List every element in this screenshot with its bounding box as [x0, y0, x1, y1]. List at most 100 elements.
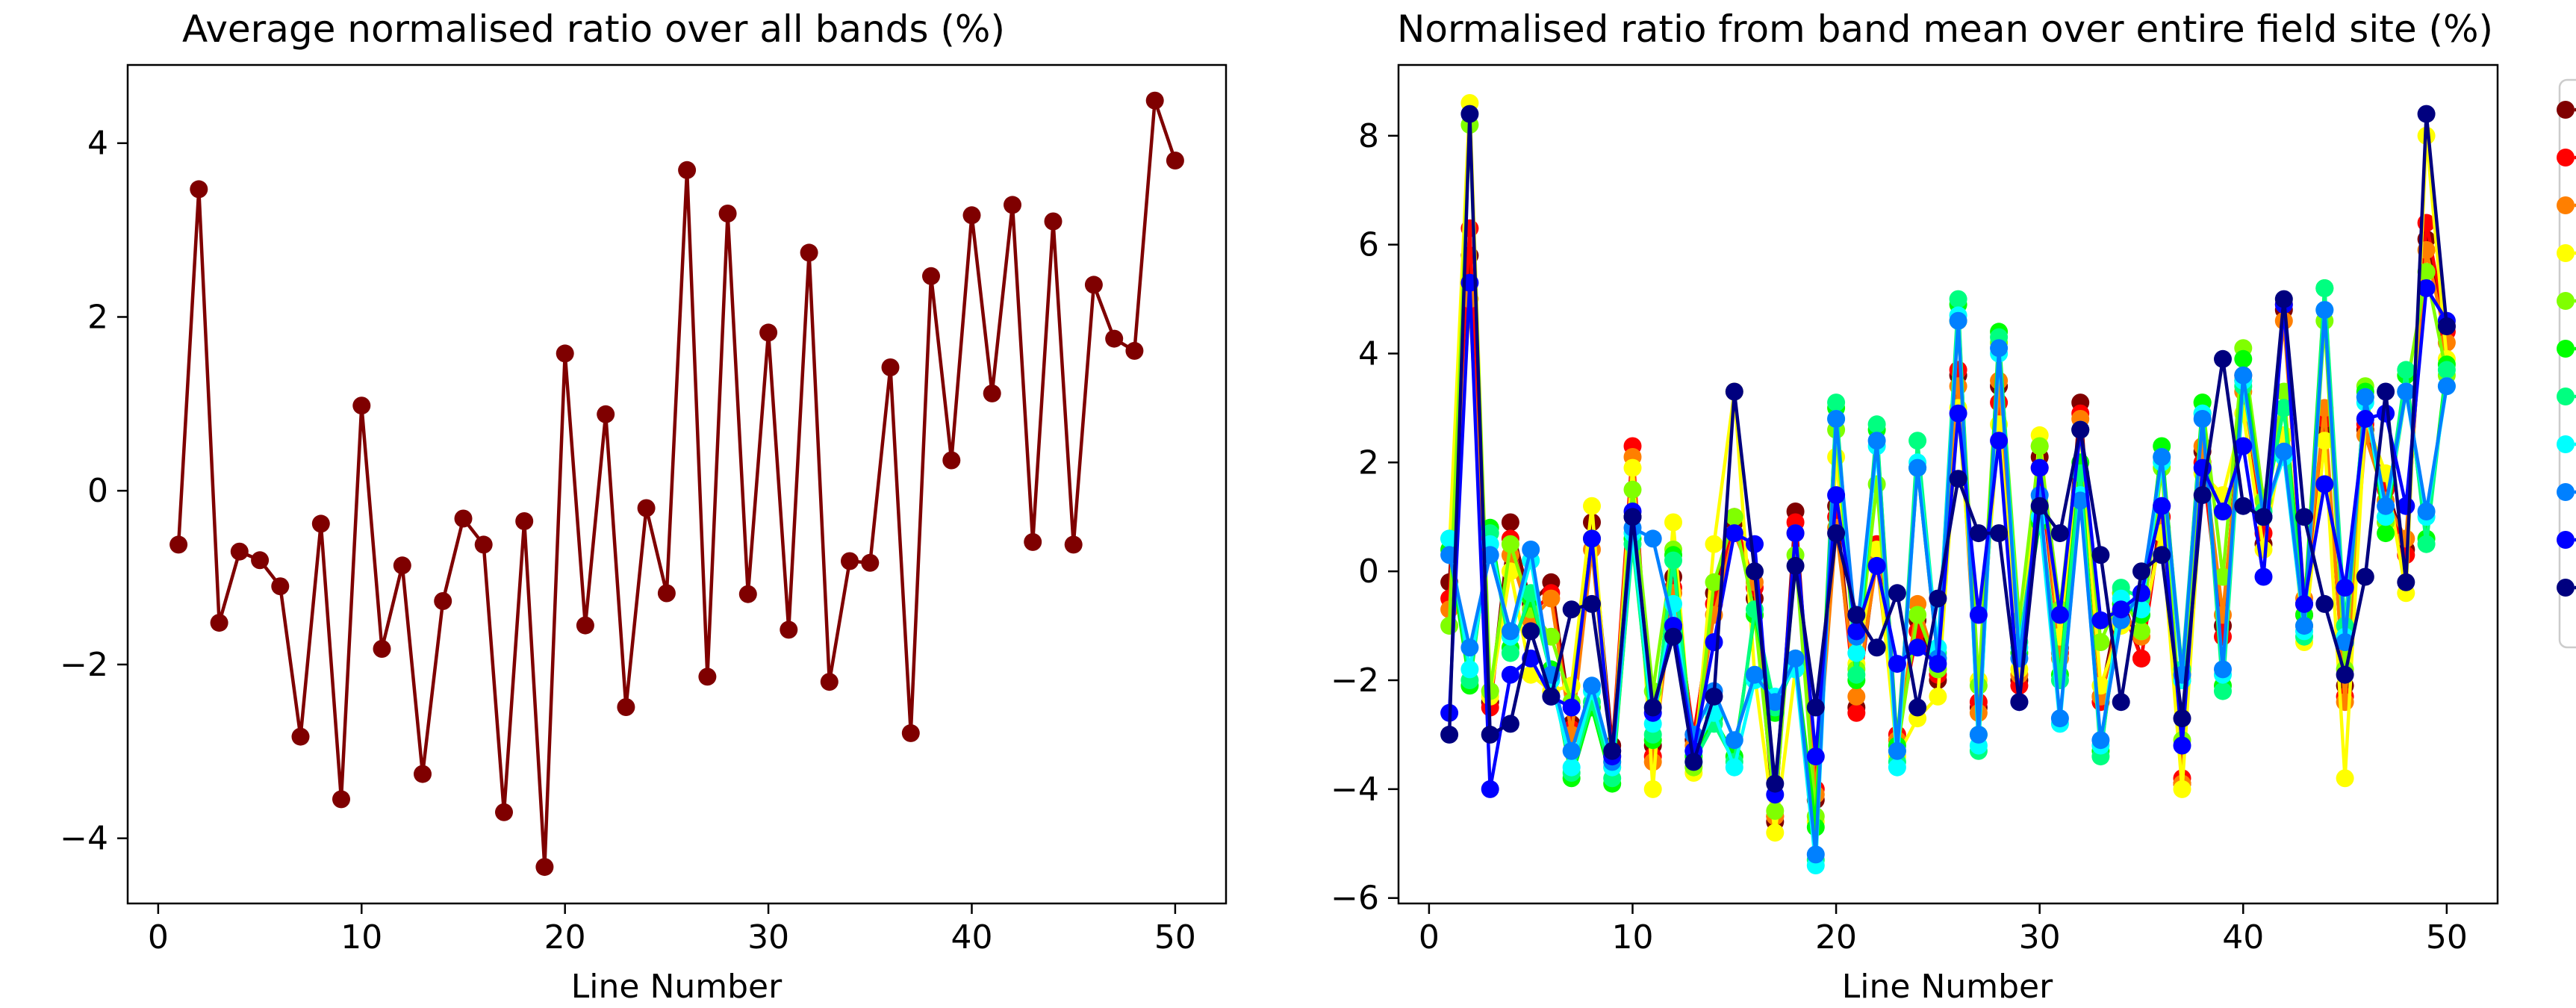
right-data-point	[1705, 633, 1723, 651]
right-data-point	[2315, 432, 2334, 450]
left-data-point	[678, 161, 697, 179]
legend-handle-marker	[2557, 292, 2575, 310]
right-data-point	[2193, 410, 2212, 428]
left-series-1	[169, 91, 1184, 877]
left-x-axis-label: Line Number	[571, 968, 783, 1006]
right-data-point	[1908, 432, 1927, 450]
right-data-point	[1460, 638, 1479, 657]
right-y-tick-label: 6	[1358, 226, 1379, 264]
left-y-tick-label: −2	[60, 646, 108, 684]
right-data-point	[1806, 845, 1825, 864]
left-data-point	[983, 384, 1001, 402]
right-data-point	[2091, 546, 2110, 564]
left-plot-area	[169, 91, 1184, 877]
right-data-point	[2071, 491, 2090, 510]
right-data-point	[1969, 524, 1988, 543]
right-data-point	[1664, 627, 1682, 646]
right-data-point	[2417, 263, 2436, 281]
right-data-point	[2437, 317, 2456, 335]
right-data-point	[1888, 741, 1906, 760]
right-data-point	[1766, 774, 1785, 793]
right-plot-area	[1440, 94, 2456, 874]
legend-handle-marker	[2557, 101, 2575, 119]
right-data-point	[1583, 676, 1601, 695]
left-data-point	[942, 451, 961, 470]
right-data-point	[2315, 475, 2334, 494]
right-data-point	[2254, 567, 2273, 586]
right-data-point	[1501, 644, 1519, 662]
right-data-point	[1562, 741, 1581, 760]
right-data-point	[2295, 594, 2313, 613]
right-data-point	[2336, 579, 2354, 597]
right-data-point	[1949, 290, 1967, 308]
right-data-point	[1806, 747, 1825, 766]
right-data-point	[2274, 290, 2293, 308]
right-data-point	[1847, 665, 1866, 684]
right-data-point	[2173, 780, 2191, 798]
right-data-point	[1766, 824, 1785, 842]
left-data-point	[841, 552, 859, 570]
right-data-point	[1684, 753, 1703, 771]
right-data-point	[1929, 655, 1947, 673]
left-x-tick-label: 30	[747, 918, 789, 956]
right-data-point	[1949, 361, 1967, 379]
right-data-point	[1786, 524, 1805, 543]
legend-handle-marker	[2557, 149, 2575, 167]
right-data-point	[1583, 529, 1601, 548]
right-data-point	[1522, 541, 1540, 559]
right-data-point	[1705, 687, 1723, 706]
right-data-point	[1460, 660, 1479, 679]
right-data-point	[1481, 780, 1499, 798]
right-data-point	[2336, 769, 2354, 788]
right-data-point	[1766, 802, 1785, 820]
right-data-point	[1949, 470, 1967, 488]
legend-handle-marker	[2557, 340, 2575, 358]
left-chart-title: Average normalised ratio over all bands …	[182, 7, 1005, 51]
left-data-point	[1166, 152, 1184, 169]
left-data-point	[637, 499, 656, 517]
right-data-point	[2397, 382, 2415, 401]
right-data-point	[2234, 366, 2253, 385]
left-data-point	[311, 514, 330, 533]
right-data-point	[1583, 497, 1601, 515]
right-data-point	[2437, 377, 2456, 396]
left-y-tick-label: 2	[87, 298, 108, 336]
right-data-point	[2173, 709, 2191, 728]
left-data-point	[271, 577, 290, 596]
right-data-point	[1949, 404, 1967, 423]
left-plot-frame	[126, 63, 1228, 905]
right-chart: Normalised ratio from band mean over ent…	[1331, 7, 2499, 1006]
left-y-tick-label: 0	[87, 472, 108, 510]
legend-handle-marker	[2557, 531, 2575, 549]
right-data-point	[1501, 513, 1519, 532]
right-data-point	[2315, 279, 2334, 297]
right-data-point	[1460, 105, 1479, 123]
left-data-point	[698, 668, 717, 686]
right-data-point	[1827, 410, 1846, 428]
right-data-point	[2132, 622, 2150, 641]
right-plot-frame	[1397, 63, 2499, 905]
right-data-point	[2132, 584, 2150, 603]
right-x-tick-label: 40	[2222, 918, 2264, 956]
right-data-point	[1908, 606, 1927, 624]
left-data-point	[1024, 532, 1042, 551]
right-x-tick-label: 30	[2019, 918, 2061, 956]
right-data-point	[2397, 361, 2415, 379]
right-data-point	[2030, 458, 2049, 477]
right-data-point	[2214, 503, 2232, 520]
right-data-point	[2417, 503, 2436, 520]
left-data-point	[535, 858, 554, 877]
left-data-point	[454, 509, 473, 528]
right-data-point	[2397, 573, 2415, 591]
right-data-point	[1746, 665, 1764, 684]
right-data-point	[1542, 589, 1561, 608]
right-data-point	[2214, 349, 2232, 368]
right-y-tick-label: 0	[1358, 553, 1379, 591]
left-data-point	[718, 205, 737, 223]
right-data-point	[1623, 508, 1642, 526]
left-data-point	[210, 614, 228, 632]
right-data-point	[2377, 497, 2395, 515]
right-data-point	[1847, 622, 1866, 641]
left-data-point	[1004, 196, 1021, 214]
right-data-point	[1440, 617, 1459, 635]
